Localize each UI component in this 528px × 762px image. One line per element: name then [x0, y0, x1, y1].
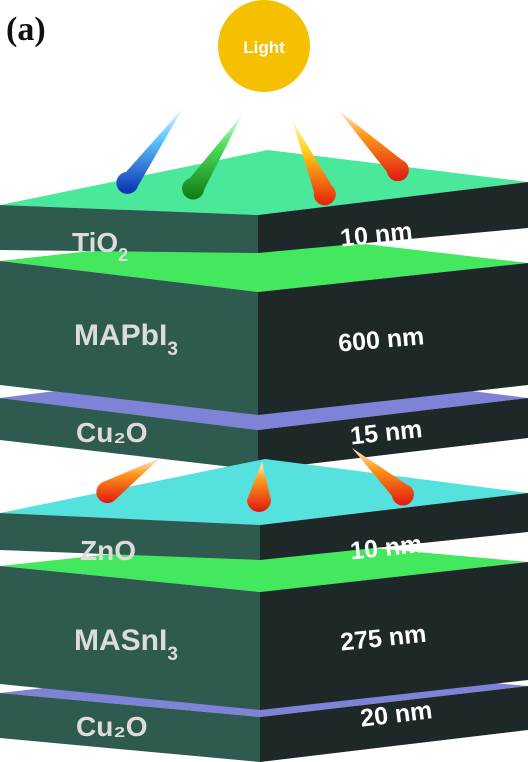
top-stack-mapbi3-layer: [0, 232, 528, 415]
light-label: Light: [243, 38, 285, 57]
tio2-label: TiO2: [72, 227, 128, 265]
bottom-stack-zno-layer: [0, 459, 528, 560]
blue-light-ray: [116, 108, 183, 194]
yellow-light-ray: [292, 120, 336, 206]
orange-light-ray: [352, 448, 414, 506]
top-cu2o-label: Cu₂O: [76, 417, 148, 448]
orange-light-ray: [96, 458, 160, 504]
orange-light-ray: [338, 110, 409, 182]
sun-icon: [218, 0, 310, 92]
mapbi3-label: MAPbI3: [74, 319, 178, 360]
zno-label: ZnO: [80, 535, 136, 566]
panel-label: (a): [6, 11, 46, 48]
masni3-label: MASnI3: [74, 624, 178, 665]
bottom-light-rays: [96, 448, 414, 512]
top-light-rays: [116, 108, 409, 206]
bottom-stack-masni3-layer: [0, 538, 528, 710]
green-light-ray: [182, 115, 242, 200]
orange-light-ray: [247, 462, 271, 512]
light-source: Light: [218, 0, 310, 92]
bottom-cu2o-label: Cu₂O: [76, 711, 148, 742]
